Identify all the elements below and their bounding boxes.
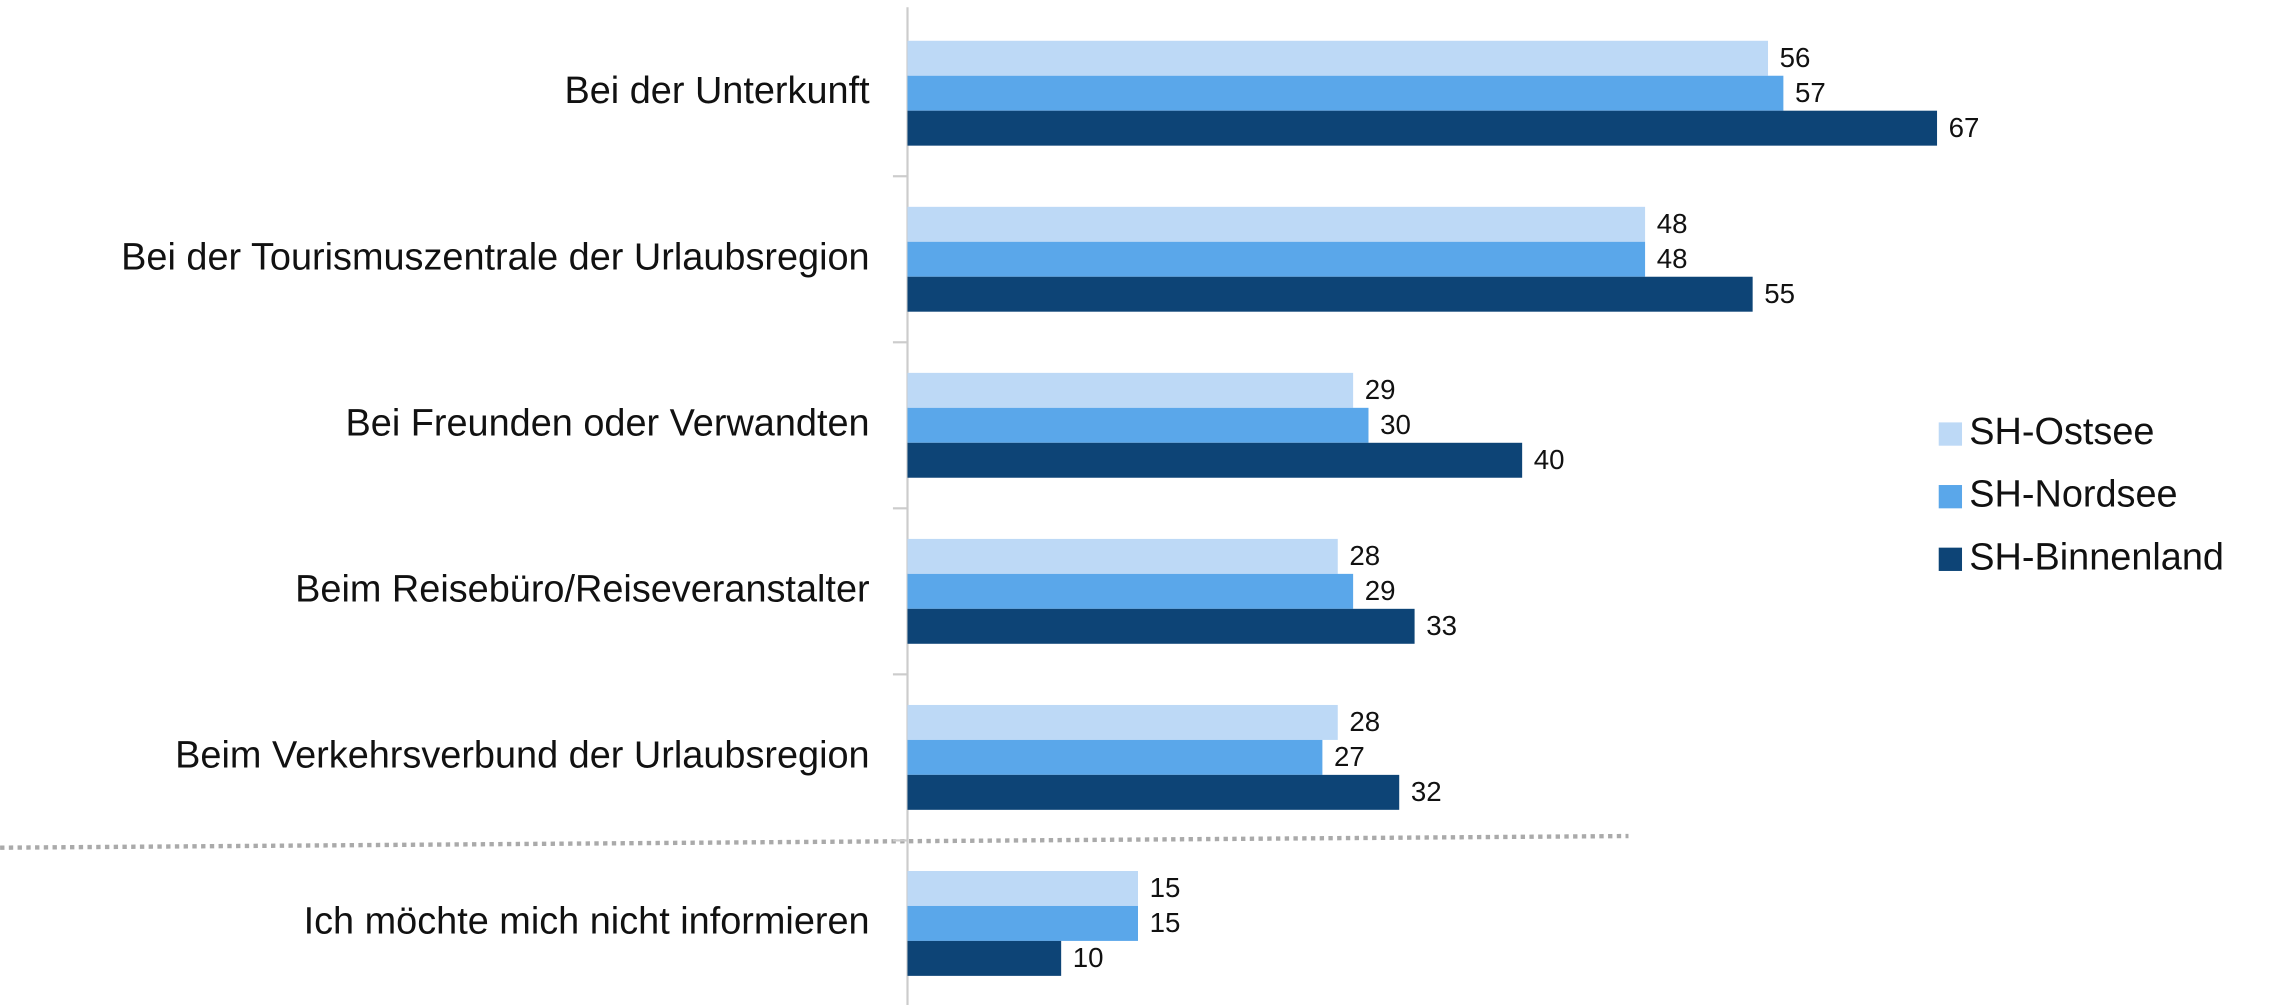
value-label: 29 xyxy=(1365,575,1396,606)
value-label: 40 xyxy=(1534,444,1565,475)
y-tick-label: Beim Verkehrsverbund der Urlaubsregion xyxy=(175,734,869,776)
legend-swatch xyxy=(1938,485,1963,509)
y-tick-label: Bei der Tourismuszentrale der Urlaubsreg… xyxy=(121,236,869,278)
legend-swatch xyxy=(1938,547,1963,571)
bar xyxy=(907,241,1646,277)
value-label: 57 xyxy=(1795,77,1826,108)
bar xyxy=(907,774,1400,810)
value-label: 29 xyxy=(1365,374,1396,405)
bar xyxy=(907,206,1646,242)
value-label: 15 xyxy=(1150,872,1181,903)
value-label: 27 xyxy=(1334,741,1365,772)
bar xyxy=(907,40,1769,76)
bar xyxy=(907,75,1784,111)
bar xyxy=(907,739,1323,775)
value-label: 67 xyxy=(1949,112,1980,143)
bar xyxy=(907,110,1938,146)
bar xyxy=(907,442,1523,478)
legend-label: SH-Nordsee xyxy=(1969,474,2177,516)
y-tick-label: Beim Reisebüro/Reiseveranstalter xyxy=(295,568,869,610)
legend-label: SH-Binnenland xyxy=(1969,536,2224,578)
value-label: 33 xyxy=(1426,610,1457,641)
bar xyxy=(907,905,1138,941)
separator xyxy=(0,833,1629,850)
value-label: 48 xyxy=(1657,208,1688,239)
bar xyxy=(907,573,1354,609)
bar xyxy=(907,871,1138,906)
bar xyxy=(907,704,1338,740)
y-tick-label: Bei der Unterkunft xyxy=(564,70,870,112)
value-label: 56 xyxy=(1780,42,1811,73)
bar xyxy=(907,940,1062,976)
value-label: 48 xyxy=(1657,243,1688,274)
y-tick-label: Bei Freunden oder Verwandten xyxy=(346,402,870,444)
value-label: 30 xyxy=(1380,409,1411,440)
value-label: 28 xyxy=(1349,706,1380,737)
value-label: 10 xyxy=(1073,942,1104,973)
value-label: 28 xyxy=(1349,540,1380,571)
value-label: 32 xyxy=(1411,776,1442,807)
bar xyxy=(907,276,1753,312)
bar xyxy=(907,372,1354,408)
bar xyxy=(907,608,1415,644)
legend-swatch xyxy=(1938,422,1963,446)
y-tick-label: Ich möchte mich nicht informieren xyxy=(304,900,870,942)
value-label: 15 xyxy=(1150,907,1181,938)
value-label: 55 xyxy=(1764,278,1795,309)
bar xyxy=(907,538,1338,574)
bar xyxy=(907,407,1369,443)
legend-label: SH-Ostsee xyxy=(1969,411,2154,453)
